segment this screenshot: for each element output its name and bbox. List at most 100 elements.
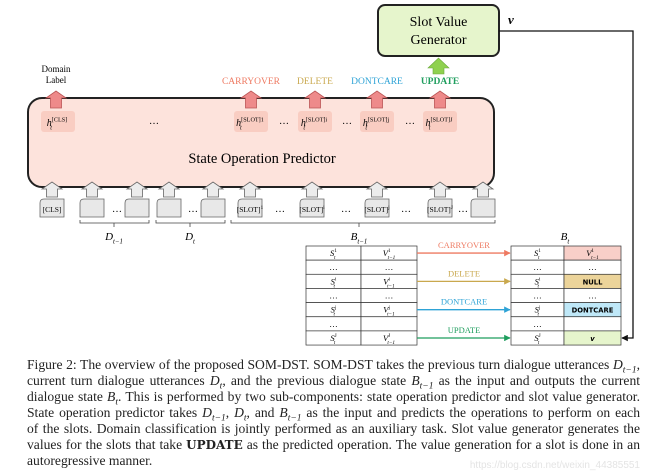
caption-text: State operation predictor takes [27,405,203,420]
operation-output-arrow [428,90,452,109]
caption-text: as the predicted operation. The value ge… [242,437,640,452]
slot-value-generator: Slot Value Generator [377,4,500,57]
cell-text: V1 t−1 [586,248,599,261]
operation-label-update: UPDATE [421,77,459,87]
table-row: … [510,316,622,332]
cell-text: … [533,319,542,329]
cell-text: … [329,262,338,272]
previous-state-table: S1 t V1 t−1… …Si t Vi t−1… …Sj t Vj t−1…SJ t VJ t−1 [305,245,418,346]
input-arrow [80,181,104,198]
input-arrow [201,181,225,198]
input-token [299,198,325,218]
hidden-state-slot: h[SLOT]i t [301,117,328,132]
hidden-state-box [298,111,332,132]
operation-output-arrow [239,90,263,109]
ellipsis: … [149,116,159,127]
cell-text: Si t [535,276,541,289]
value-feedback-line [499,30,634,342]
token-ellipsis: … [341,204,351,215]
token-label: [SLOT]J [427,205,454,214]
table-row: Sj t DONTCARE [510,302,622,318]
ellipsis: … [342,116,352,127]
caption-text: current turn dialogue utterances [27,373,210,388]
cell-text: v [590,335,595,343]
token-ellipsis: … [458,204,468,215]
caption-line-4: State operation predictor takes Dt−1, Dt… [27,405,641,424]
table-row: …… [510,288,622,303]
input-arrow [157,181,181,198]
generator-label-line1: Slot Value [410,15,468,30]
operation-label-dontcare: DONTCARE [351,77,403,87]
token-label: [SLOT]i [299,205,325,214]
table-cell [563,316,622,332]
operation-arrow-label: DELETE [448,268,480,278]
math-b-prev: Bt−1 [279,405,302,424]
operation-arrow-label: DONTCARE [441,297,487,307]
cell-text: SJ t [330,333,336,346]
hidden-state-box [360,111,394,132]
caption-text: values for the slots that take [27,437,187,452]
input-arrow [300,181,324,198]
caption-text: . This is performed by two sub-component… [118,389,640,404]
caption-line-7: autoregressive manner. [27,453,153,468]
input-token [124,198,150,218]
input-token [200,198,226,218]
math-d-prev: Dt−1 [612,357,637,376]
segment-brace [230,220,496,227]
operation-output-arrow [303,90,327,109]
cell-text: … [588,262,597,272]
input-token [156,198,182,218]
hidden-state-box [423,111,457,132]
input-arrow [40,181,64,198]
cell-text: … [385,290,394,300]
segment-brace [79,220,150,227]
caption-text: , [636,357,640,372]
operation-output-arrow [365,90,389,109]
caption-text: , and the previous dialogue state [222,373,412,388]
operation-label-delete: DELETE [297,77,333,87]
ellipsis: … [279,116,289,127]
table-row: SJ t VJ t−1 [305,330,418,346]
caption-line-6: values for the slots that take UPDATE as… [27,437,640,453]
token-ellipsis: … [275,204,285,215]
cell-text: Vi t−1 [383,276,395,289]
update-keyword: UPDATE [186,438,243,452]
caption-line-3: dialogue state Bt. This is performed by … [27,389,640,407]
domain-label-line1: Domain [42,64,71,74]
cell-text: V1 t−1 [383,248,396,261]
table-row: Si t Vi t−1 [305,273,418,289]
cell-text: NULL [583,278,604,286]
caption-line-1: Figure 2: The overview of the proposed S… [27,357,640,376]
hidden-state-slot: h[SLOT]1 t [236,117,264,132]
table-row: SJ t v [510,330,622,346]
hidden-state-cls: h[CLS] t [47,117,67,132]
input-token [79,198,105,218]
token-ellipsis: … [112,204,122,215]
cell-text: … [588,290,597,300]
segment-brace [155,220,226,227]
cell-text: Sj t [535,305,541,318]
math-d-curr: Dt [234,405,247,424]
predictor-label: State Operation Predictor [188,151,336,167]
generator-label-line2: Generator [411,33,467,48]
math-d-curr: Dt [209,373,223,392]
table-row: …… [305,288,418,303]
hidden-state-box [234,111,268,132]
caption-text: Figure 2: The overview of the proposed S… [27,357,613,372]
math-b-prev: Bt−1 [411,373,434,392]
domain-label-line2: Label [46,75,67,85]
table-row: S1 t V1 t−1 [305,245,418,261]
input-arrow [471,181,495,198]
table-row: …… [510,259,622,275]
cell-text: VJ t−1 [383,333,395,346]
caption-line-2: current turn dialogue utterances Dt, and… [27,373,640,392]
cell-text: … [329,290,338,300]
token-label: [SLOT]j [364,205,390,214]
input-arrow [125,181,149,198]
math-d-prev: Dt−1 [202,405,226,424]
input-token [470,198,496,218]
cell-text: … [329,319,338,329]
input-token [364,198,390,218]
input-token [237,198,263,218]
som-dst-diagram: Slot Value Generator v Domain Label CARR… [27,4,634,346]
